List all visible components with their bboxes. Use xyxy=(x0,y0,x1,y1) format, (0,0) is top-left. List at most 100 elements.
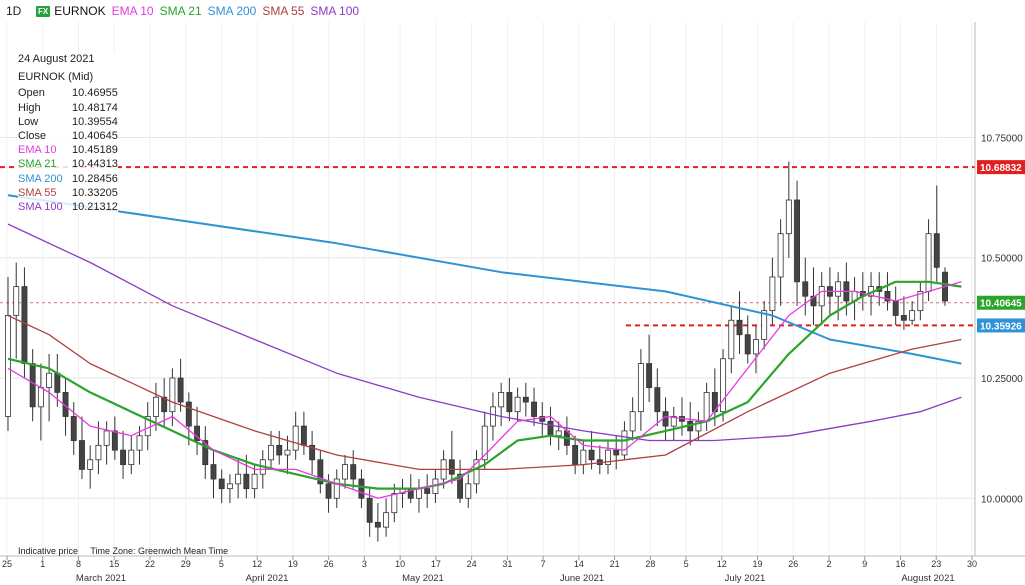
candle-body xyxy=(506,392,513,413)
indicator-sma100[interactable]: SMA 100 xyxy=(310,4,360,18)
x-tick-label: 25 xyxy=(2,559,12,569)
candle-body xyxy=(629,411,636,432)
info-label-low: Low xyxy=(18,115,39,128)
candle-body xyxy=(547,420,554,437)
candle-body xyxy=(325,483,332,499)
month-label: July 2021 xyxy=(725,573,766,584)
x-tick-label: 14 xyxy=(574,559,584,569)
indicator-lines xyxy=(7,194,962,499)
candle-body xyxy=(194,425,200,441)
info-label-sma200: SMA 200 xyxy=(18,172,63,185)
candle-body xyxy=(13,286,20,316)
x-tick-label: 7 xyxy=(541,559,546,569)
info-instrument: EURNOK (Mid) xyxy=(18,71,94,84)
candle-body xyxy=(933,233,940,268)
candle-body xyxy=(481,425,488,461)
candle-body xyxy=(128,449,135,465)
candle-body xyxy=(909,310,916,321)
info-label-ema10: EMA 10 xyxy=(18,144,57,157)
candle-body xyxy=(202,440,209,465)
fx-badge-icon: FX xyxy=(36,5,51,17)
candle-body xyxy=(884,291,891,302)
month-label: August 2021 xyxy=(901,573,954,584)
y-tick-label: 10.00000 xyxy=(981,494,1023,505)
candle-body xyxy=(144,416,151,437)
indicator-line-sma55 xyxy=(7,314,962,471)
candle-body xyxy=(152,396,159,417)
x-tick-label: 16 xyxy=(896,559,906,569)
candle-body xyxy=(580,449,587,465)
candle-body xyxy=(358,478,365,499)
info-value-ema10: 10.45189 xyxy=(72,144,118,157)
timeframe-label[interactable]: 1D xyxy=(6,4,22,18)
candle-body xyxy=(46,372,53,389)
x-tick-label: 5 xyxy=(219,559,224,569)
candle-body xyxy=(424,488,431,494)
info-row: Low 10.39554 xyxy=(18,115,118,129)
candle-body xyxy=(120,449,127,465)
price-tag-label: 10.35926 xyxy=(980,321,1022,332)
y-tick-label: 10.75000 xyxy=(981,133,1023,144)
candle-body xyxy=(777,233,784,278)
candle-body xyxy=(465,483,472,499)
month-label: May 2021 xyxy=(402,573,444,584)
x-tick-label: 26 xyxy=(788,559,798,569)
candle-body xyxy=(416,488,422,499)
candle-body xyxy=(539,416,546,422)
candle-body xyxy=(720,358,727,413)
candle-body xyxy=(268,444,274,461)
candle-body xyxy=(350,464,357,480)
candle-body xyxy=(835,281,842,297)
candle-body xyxy=(448,459,455,475)
info-label-high: High xyxy=(18,101,41,114)
info-row: SMA 200 10.28456 xyxy=(18,172,118,186)
candle-body xyxy=(161,396,168,413)
x-tick-label: 15 xyxy=(109,559,119,569)
x-tick-label: 22 xyxy=(145,559,155,569)
x-tick-label: 5 xyxy=(684,559,689,569)
chart-footer-note: Indicative price Time Zone: Greenwich Me… xyxy=(18,546,238,556)
candle-body xyxy=(498,392,505,408)
info-value-sma100: 10.21312 xyxy=(72,201,118,214)
candle-body xyxy=(300,425,307,446)
x-tick-label: 17 xyxy=(431,559,441,569)
x-tick-label: 24 xyxy=(467,559,477,569)
x-tick-label: 12 xyxy=(252,559,262,569)
candle-body xyxy=(457,473,464,499)
candle-body xyxy=(309,444,316,461)
x-tick-label: 1 xyxy=(40,559,45,569)
candle-body xyxy=(210,464,217,480)
candle-body xyxy=(111,430,118,451)
candle-body xyxy=(87,459,94,470)
candlestick-series xyxy=(5,161,948,542)
candle-body xyxy=(391,493,398,514)
candle-body xyxy=(333,478,340,499)
indicator-sma21[interactable]: SMA 21 xyxy=(159,4,202,18)
candle-body xyxy=(572,444,579,465)
candle-body xyxy=(605,449,611,465)
x-tick-label: 8 xyxy=(76,559,81,569)
indicator-sma200[interactable]: SMA 200 xyxy=(207,4,257,18)
info-row: Open 10.46955 xyxy=(18,86,118,100)
indicator-sma55[interactable]: SMA 55 xyxy=(262,4,305,18)
candle-body xyxy=(646,363,653,389)
x-tick-label: 10 xyxy=(395,559,405,569)
candle-body xyxy=(810,295,817,307)
candle-body xyxy=(794,199,801,283)
indicator-line-sma100 xyxy=(7,223,962,442)
info-row: SMA 100 10.21312 xyxy=(18,200,118,214)
candle-body xyxy=(136,435,143,451)
info-value-sma200: 10.28456 xyxy=(72,172,118,185)
candle-body xyxy=(21,286,28,364)
candle-body xyxy=(226,483,233,490)
candle-body xyxy=(37,387,44,408)
candle-body xyxy=(785,199,792,235)
candle-body xyxy=(243,473,250,490)
indicator-ema10[interactable]: EMA 10 xyxy=(111,4,154,18)
candle-body xyxy=(522,396,529,403)
symbol-label[interactable]: EURNOK xyxy=(54,4,106,18)
candle-body xyxy=(374,521,381,528)
price-tag-box xyxy=(977,318,1025,333)
